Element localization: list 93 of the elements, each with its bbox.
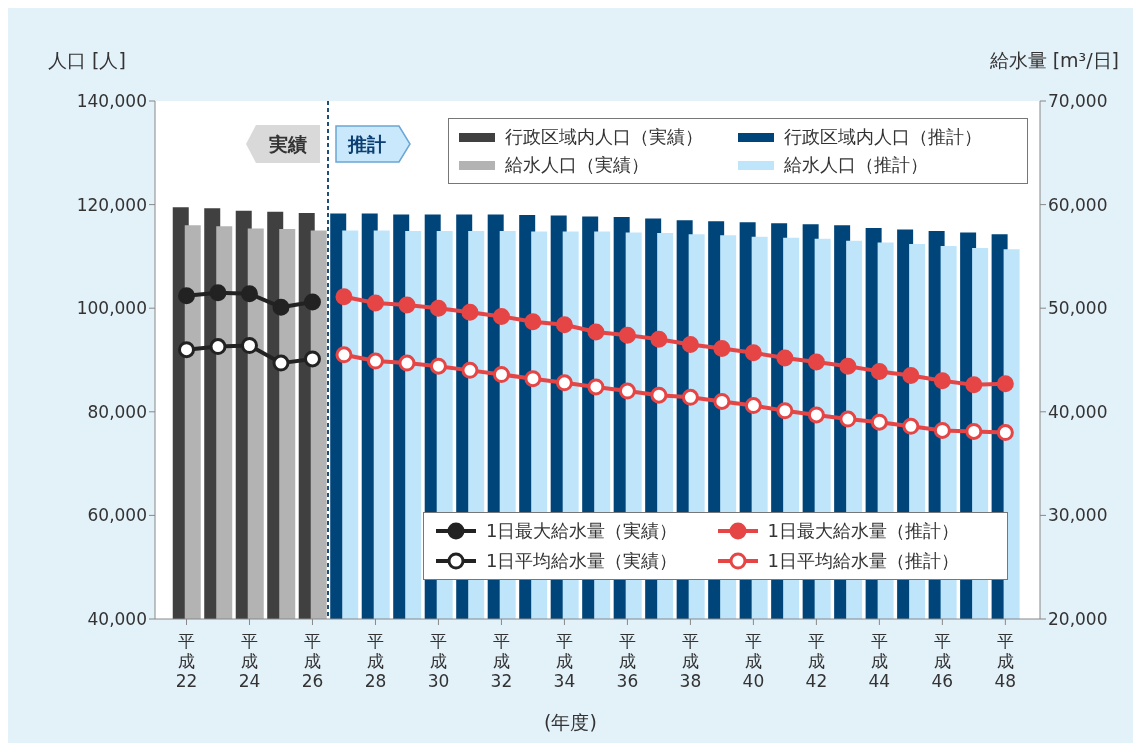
annotation: 実績 bbox=[268, 132, 309, 157]
y2-tick-label: 60,000 bbox=[1048, 194, 1108, 215]
x-tick-label: 平成36 bbox=[616, 631, 639, 691]
point bbox=[209, 284, 227, 302]
point bbox=[335, 288, 353, 306]
x-tick-label: 平成28 bbox=[364, 631, 387, 691]
point bbox=[870, 362, 888, 380]
legend-label: 1日最大給水量（実績） bbox=[485, 519, 679, 543]
point bbox=[618, 326, 636, 344]
point bbox=[366, 352, 384, 370]
point bbox=[587, 323, 605, 341]
x-tick-label: 平成22 bbox=[175, 631, 198, 691]
y2-tick-label: 20,000 bbox=[1048, 609, 1108, 630]
point bbox=[240, 285, 258, 303]
point bbox=[178, 341, 195, 359]
point bbox=[209, 338, 227, 356]
point bbox=[902, 367, 920, 385]
x-tick-label: 平成40 bbox=[742, 631, 765, 691]
y-tick-label: 80,000 bbox=[87, 401, 147, 422]
legend-label: 給水人口（推計） bbox=[783, 153, 929, 177]
point bbox=[524, 313, 542, 331]
point bbox=[240, 337, 258, 354]
point bbox=[618, 382, 636, 400]
point bbox=[965, 422, 983, 440]
point bbox=[776, 402, 794, 420]
point bbox=[839, 357, 857, 375]
point bbox=[178, 287, 195, 305]
point bbox=[713, 392, 731, 410]
point bbox=[524, 370, 542, 388]
point bbox=[776, 349, 794, 367]
legend-label: 行政区域内人口（実績） bbox=[504, 125, 704, 149]
point bbox=[492, 366, 510, 383]
point bbox=[366, 294, 384, 312]
point bbox=[398, 296, 416, 314]
y2-tick-label: 70,000 bbox=[1048, 91, 1108, 112]
point bbox=[933, 372, 951, 390]
y2-tick-label: 40,000 bbox=[1048, 401, 1108, 422]
x-tick-label: 平成46 bbox=[931, 631, 954, 691]
point bbox=[933, 421, 951, 439]
point bbox=[429, 357, 447, 375]
x-axis-title: (年度) bbox=[543, 710, 598, 735]
x-tick-label: 平成44 bbox=[868, 631, 891, 691]
point bbox=[272, 354, 290, 372]
y-axis-title: 人口 [人] bbox=[48, 48, 126, 73]
point bbox=[744, 344, 762, 362]
y2-tick-label: 30,000 bbox=[1048, 505, 1108, 526]
point bbox=[335, 346, 353, 364]
annotation: 推計 bbox=[346, 132, 388, 157]
point bbox=[587, 378, 605, 396]
point bbox=[996, 375, 1014, 393]
point bbox=[461, 361, 479, 379]
point bbox=[996, 424, 1014, 442]
point bbox=[303, 350, 321, 368]
y-tick-label: 140,000 bbox=[76, 91, 147, 112]
y2-axis-title: 給水量 [m³/日] bbox=[989, 48, 1119, 73]
point bbox=[681, 335, 699, 353]
legend-label: 1日平均給水量（実績） bbox=[485, 549, 679, 573]
y-tick-label: 100,000 bbox=[76, 298, 147, 319]
point bbox=[902, 417, 920, 435]
point bbox=[870, 413, 888, 431]
point bbox=[555, 316, 573, 334]
point bbox=[555, 374, 573, 392]
x-tick-label: 平成24 bbox=[238, 631, 261, 691]
point bbox=[839, 410, 857, 428]
point bbox=[713, 340, 731, 358]
point bbox=[965, 376, 983, 394]
y-tick-label: 60,000 bbox=[87, 505, 147, 526]
point bbox=[681, 388, 699, 406]
y-tick-label: 120,000 bbox=[76, 194, 147, 215]
legend-label: 1日最大給水量（推計） bbox=[766, 519, 960, 543]
point bbox=[272, 298, 290, 316]
point bbox=[429, 299, 447, 317]
legend-label: 行政区域内人口（推計） bbox=[783, 125, 983, 149]
x-tick-label: 平成34 bbox=[553, 631, 576, 691]
point bbox=[492, 307, 510, 325]
x-tick-label: 平成32 bbox=[490, 631, 513, 691]
point bbox=[807, 353, 825, 371]
point bbox=[807, 406, 825, 424]
x-tick-label: 平成26 bbox=[301, 631, 324, 691]
point bbox=[650, 330, 668, 348]
point bbox=[398, 354, 416, 372]
x-tick-label: 平成48 bbox=[994, 631, 1017, 691]
point bbox=[303, 293, 321, 311]
x-tick-label: 平成30 bbox=[427, 631, 450, 691]
x-tick-label: 平成42 bbox=[805, 631, 828, 691]
x-tick-label: 平成38 bbox=[679, 631, 702, 691]
point bbox=[744, 397, 762, 415]
y2-tick-label: 50,000 bbox=[1048, 298, 1108, 319]
legend-label: 給水人口（実績） bbox=[504, 153, 650, 177]
legend-label: 1日平均給水量（推計） bbox=[766, 549, 960, 573]
point bbox=[461, 303, 479, 321]
y-tick-label: 40,000 bbox=[87, 609, 147, 630]
point bbox=[650, 386, 668, 404]
